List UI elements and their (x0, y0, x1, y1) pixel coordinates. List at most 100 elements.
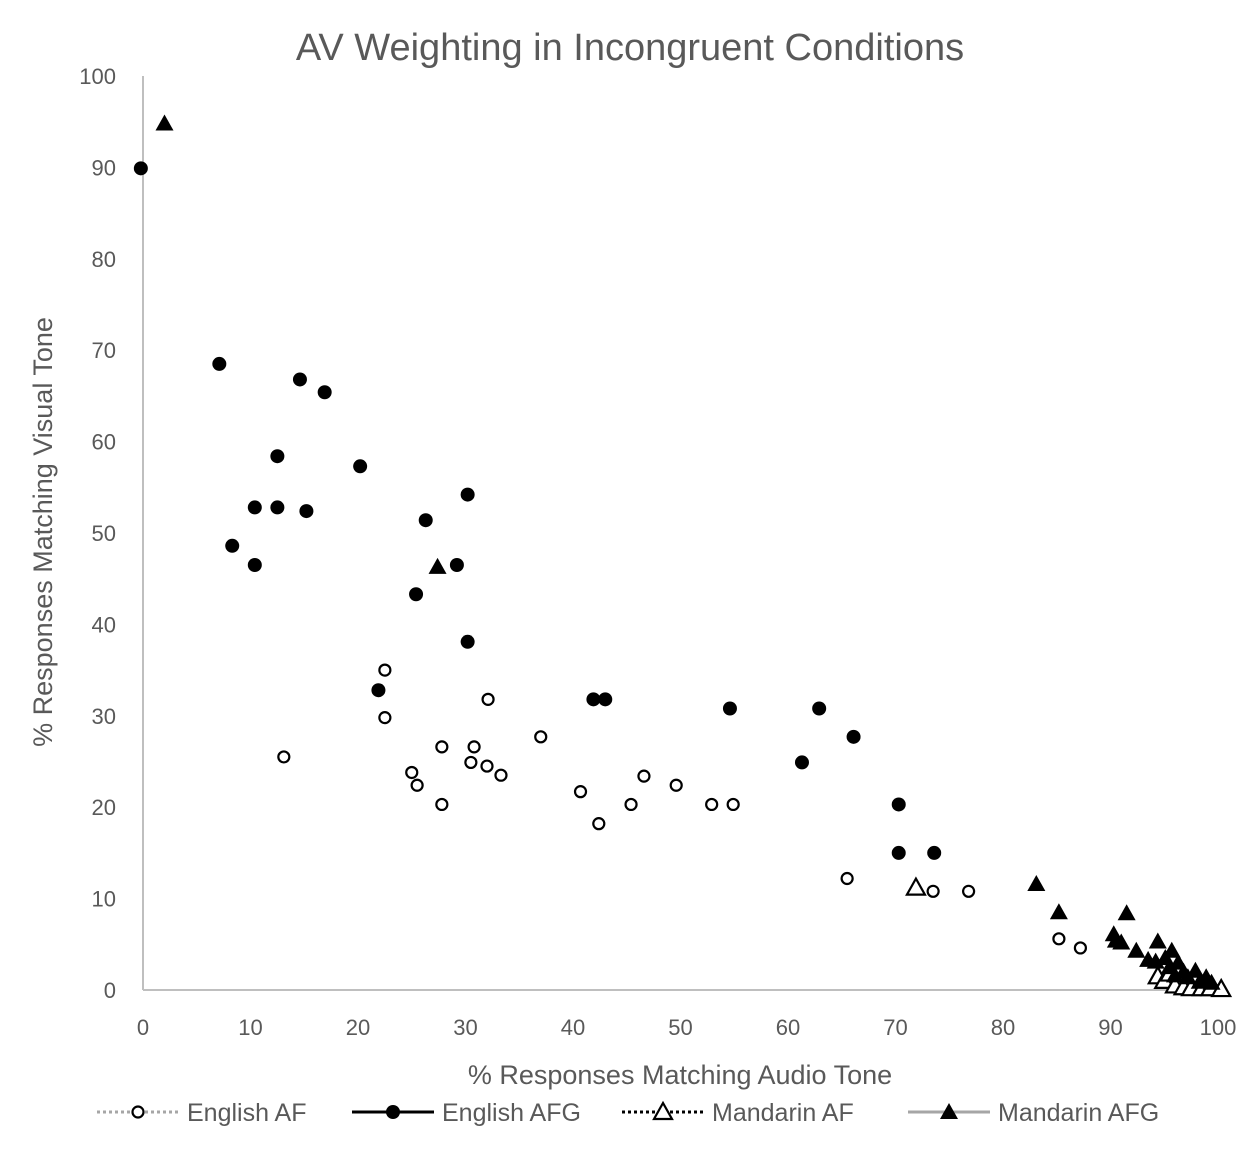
legend: English AF English AFG Mandarin AF Mandarin… (97, 1099, 1159, 1127)
x-tick-label: 80 (991, 1015, 1015, 1040)
y-tick-label: 90 (92, 155, 116, 180)
series-mandarin-afg (155, 114, 1221, 990)
data-point (1052, 932, 1066, 946)
legend-label: English AFG (442, 1099, 581, 1127)
x-axis-label: % Responses Matching Audio Tone (468, 1060, 892, 1090)
legend-item: Mandarin AFG (908, 1099, 1159, 1127)
data-point (317, 385, 332, 400)
data-point (1117, 904, 1136, 921)
data-point (926, 884, 940, 898)
data-point (133, 161, 148, 176)
data-point (1162, 941, 1181, 958)
legend-item: English AFG (352, 1099, 581, 1127)
data-point (794, 755, 809, 770)
data-point (247, 557, 262, 572)
x-tick-label: 0 (137, 1015, 149, 1040)
data-point (481, 692, 495, 706)
data-point (467, 740, 481, 754)
axes (142, 76, 1218, 991)
y-tick-label: 70 (92, 338, 116, 363)
data-point (624, 797, 638, 812)
data-point (410, 778, 424, 792)
y-tick-label: 100 (79, 64, 116, 89)
data-point (637, 769, 651, 783)
data-point (891, 797, 906, 812)
legend-label: English AF (187, 1099, 307, 1127)
data-point (371, 683, 386, 698)
data-point (405, 765, 419, 780)
data-point (460, 487, 475, 502)
data-point (270, 500, 285, 515)
data-point (225, 538, 240, 553)
data-point (812, 701, 827, 716)
y-tick-label: 20 (92, 795, 116, 820)
x-tick-label: 50 (668, 1015, 692, 1040)
data-point (1186, 961, 1205, 978)
data-point (573, 785, 588, 799)
data-point (840, 871, 854, 886)
data-point (418, 513, 433, 528)
data-point (299, 504, 314, 519)
data-point (277, 750, 291, 764)
y-tick-label: 10 (92, 887, 116, 912)
y-tick-label: 50 (92, 521, 116, 546)
x-tick-label: 70 (883, 1015, 907, 1040)
x-tick-label: 10 (238, 1015, 262, 1040)
x-tick-label: 30 (453, 1015, 477, 1040)
data-point (449, 557, 464, 572)
data-point (378, 663, 392, 677)
series-english-afg (133, 161, 942, 860)
data-point (891, 845, 906, 860)
data-point (961, 884, 976, 898)
data-point (1148, 932, 1167, 949)
data-point (927, 845, 942, 860)
data-point (494, 768, 508, 782)
legend-label: Mandarin AF (712, 1099, 854, 1127)
data-point (480, 759, 494, 773)
legend-marker (652, 1100, 674, 1121)
y-tick-label: 30 (92, 704, 116, 729)
data-point (1202, 973, 1221, 990)
data-point (247, 500, 262, 515)
data-point (705, 797, 719, 812)
data-point (460, 634, 475, 649)
y-tick-labels: 0 10 20 30 40 50 60 70 80 90 100 (79, 64, 116, 1003)
legend-marker (131, 1105, 145, 1119)
legend-label: Mandarin AFG (998, 1099, 1159, 1127)
y-axis-label: % Responses Matching Visual Tone (28, 317, 58, 747)
legend-marker (386, 1105, 400, 1119)
data-point (270, 449, 285, 464)
data-point (292, 372, 307, 387)
chart-title: AV Weighting in Incongruent Conditions (296, 27, 964, 69)
x-tick-label: 20 (346, 1015, 370, 1040)
data-point (722, 701, 737, 716)
legend-item: English AF (97, 1099, 307, 1127)
data-point (1073, 941, 1088, 955)
data-point (435, 797, 449, 812)
data-point (905, 876, 927, 896)
data-point (464, 755, 478, 770)
x-tick-label: 100 (1200, 1015, 1237, 1040)
data-point (435, 740, 449, 754)
data-point (212, 356, 227, 371)
y-tick-label: 0 (104, 978, 116, 1003)
legend-marker (940, 1103, 958, 1119)
data-points (133, 114, 1233, 998)
data-point (669, 778, 683, 792)
data-point (592, 817, 606, 831)
data-point (1049, 903, 1068, 920)
x-tick-label: 60 (776, 1015, 800, 1040)
data-point (1127, 941, 1146, 958)
y-tick-label: 60 (92, 430, 116, 455)
data-point (1027, 874, 1046, 891)
y-tick-label: 40 (92, 612, 116, 637)
legend-item: Mandarin AF (622, 1099, 854, 1127)
data-point (378, 711, 392, 725)
y-tick-label: 80 (92, 247, 116, 272)
x-tick-label: 90 (1098, 1015, 1122, 1040)
data-point (534, 730, 548, 744)
data-point (586, 692, 601, 707)
data-point (726, 797, 740, 812)
data-point (846, 729, 861, 744)
